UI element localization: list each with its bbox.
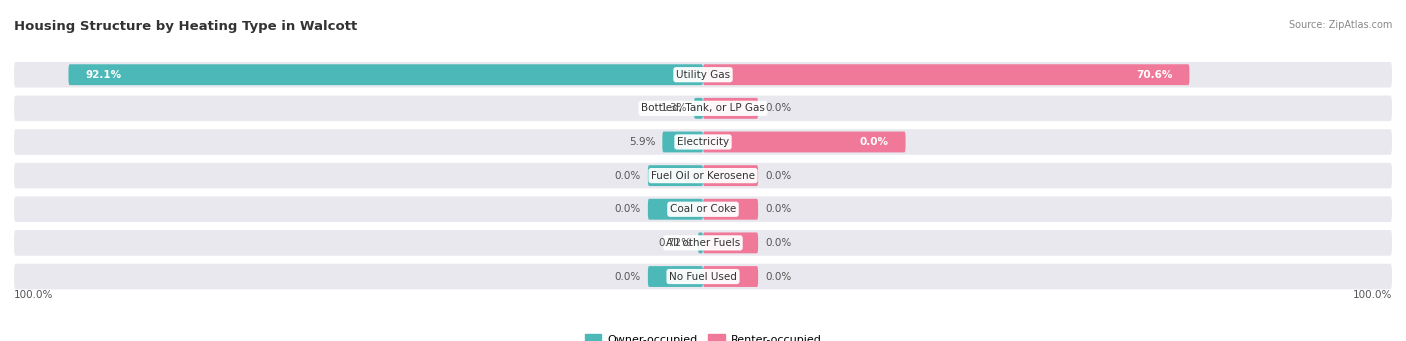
FancyBboxPatch shape (703, 199, 758, 220)
FancyBboxPatch shape (14, 230, 1392, 256)
Text: 0.0%: 0.0% (614, 204, 641, 214)
FancyBboxPatch shape (648, 266, 703, 287)
Text: No Fuel Used: No Fuel Used (669, 271, 737, 282)
Text: Housing Structure by Heating Type in Walcott: Housing Structure by Heating Type in Wal… (14, 20, 357, 33)
Legend: Owner-occupied, Renter-occupied: Owner-occupied, Renter-occupied (581, 330, 825, 341)
FancyBboxPatch shape (14, 196, 1392, 222)
Text: 100.0%: 100.0% (1353, 290, 1392, 300)
Text: 0.0%: 0.0% (765, 204, 792, 214)
Text: 0.0%: 0.0% (614, 271, 641, 282)
Text: 5.9%: 5.9% (628, 137, 655, 147)
Text: 0.0%: 0.0% (765, 238, 792, 248)
FancyBboxPatch shape (14, 62, 1392, 88)
Text: 0.72%: 0.72% (658, 238, 692, 248)
Text: 92.1%: 92.1% (86, 70, 122, 80)
Text: Fuel Oil or Kerosene: Fuel Oil or Kerosene (651, 170, 755, 181)
FancyBboxPatch shape (697, 233, 703, 253)
FancyBboxPatch shape (703, 132, 905, 152)
Text: Source: ZipAtlas.com: Source: ZipAtlas.com (1288, 20, 1392, 30)
FancyBboxPatch shape (662, 132, 703, 152)
FancyBboxPatch shape (703, 98, 758, 119)
Text: 100.0%: 100.0% (14, 290, 53, 300)
Text: All other Fuels: All other Fuels (666, 238, 740, 248)
FancyBboxPatch shape (648, 199, 703, 220)
Text: 70.6%: 70.6% (1136, 70, 1173, 80)
FancyBboxPatch shape (648, 165, 703, 186)
FancyBboxPatch shape (69, 64, 703, 85)
FancyBboxPatch shape (14, 129, 1392, 155)
FancyBboxPatch shape (14, 95, 1392, 121)
FancyBboxPatch shape (703, 165, 758, 186)
FancyBboxPatch shape (695, 98, 703, 119)
Text: 0.0%: 0.0% (765, 271, 792, 282)
FancyBboxPatch shape (703, 64, 1189, 85)
Text: Bottled, Tank, or LP Gas: Bottled, Tank, or LP Gas (641, 103, 765, 113)
Text: Coal or Coke: Coal or Coke (669, 204, 737, 214)
Text: 0.0%: 0.0% (765, 170, 792, 181)
FancyBboxPatch shape (14, 163, 1392, 188)
FancyBboxPatch shape (14, 264, 1392, 289)
Text: 0.0%: 0.0% (765, 103, 792, 113)
FancyBboxPatch shape (703, 233, 758, 253)
Text: 0.0%: 0.0% (614, 170, 641, 181)
Text: Utility Gas: Utility Gas (676, 70, 730, 80)
Text: 1.3%: 1.3% (661, 103, 688, 113)
FancyBboxPatch shape (703, 266, 758, 287)
Text: 0.0%: 0.0% (859, 137, 889, 147)
Text: Electricity: Electricity (676, 137, 730, 147)
